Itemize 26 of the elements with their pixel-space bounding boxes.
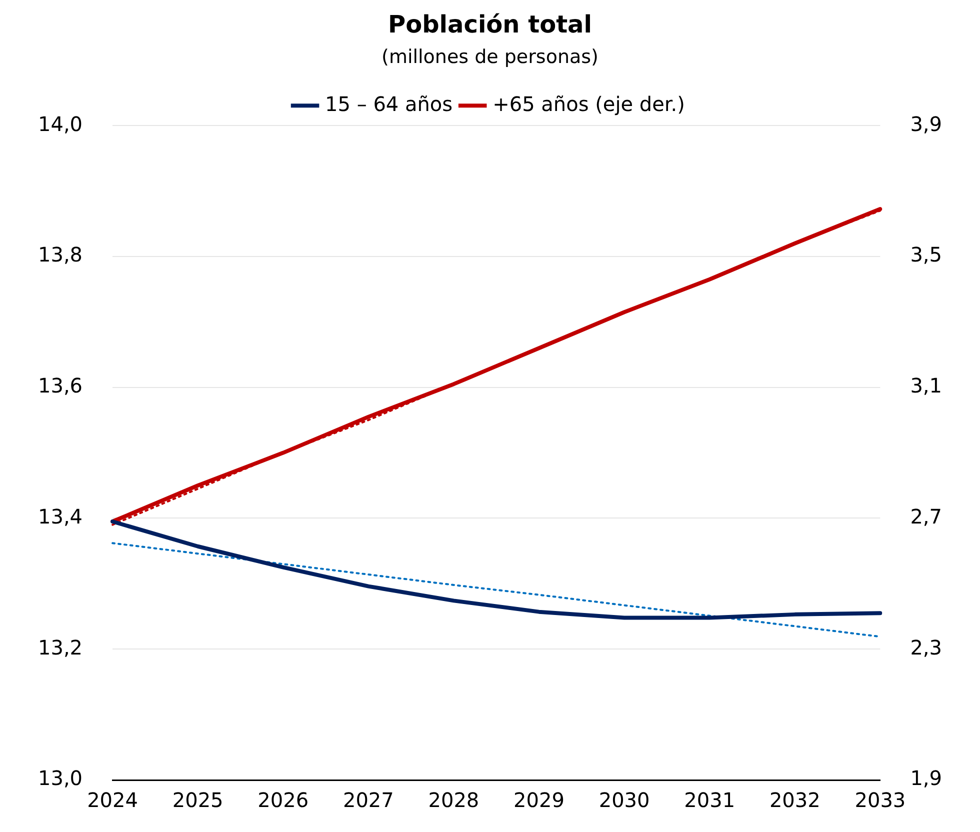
chart-title: Población total	[388, 10, 592, 39]
y2-tick-label: 1,9	[910, 766, 942, 790]
x-tick-label: 2032	[769, 788, 820, 812]
y2-tick-label: 3,9	[910, 112, 942, 136]
y2-tick-label: 3,5	[910, 242, 942, 267]
y-tick-label: 13,4	[38, 504, 83, 528]
y-tick-label: 13,6	[38, 374, 83, 398]
x-tick-label: 2028	[428, 788, 480, 812]
x-tick-label: 2027	[342, 788, 394, 812]
chart-subtitle: (millones de personas)	[382, 46, 598, 68]
x-tick-label: 2031	[684, 788, 736, 812]
y-tick-label: 14,0	[38, 112, 83, 136]
x-tick-label: 2024	[87, 788, 138, 812]
x-tick-label: 2026	[258, 788, 309, 812]
y-tick-label: 13,2	[38, 635, 83, 660]
y2-tick-label: 2,3	[910, 635, 942, 660]
legend-label: +65 años (eje der.)	[492, 92, 685, 116]
x-tick-label: 2033	[854, 788, 906, 812]
y2-tick-label: 2,7	[910, 504, 942, 528]
x-tick-label: 2029	[514, 788, 564, 812]
legend-label: 15 – 64 años	[325, 92, 453, 116]
y-tick-label: 13,8	[38, 242, 83, 267]
y2-tick-label: 3,1	[910, 374, 942, 398]
x-tick-label: 2025	[172, 788, 224, 812]
x-tick-label: 2030	[598, 788, 650, 812]
y-tick-label: 13,0	[38, 766, 83, 790]
